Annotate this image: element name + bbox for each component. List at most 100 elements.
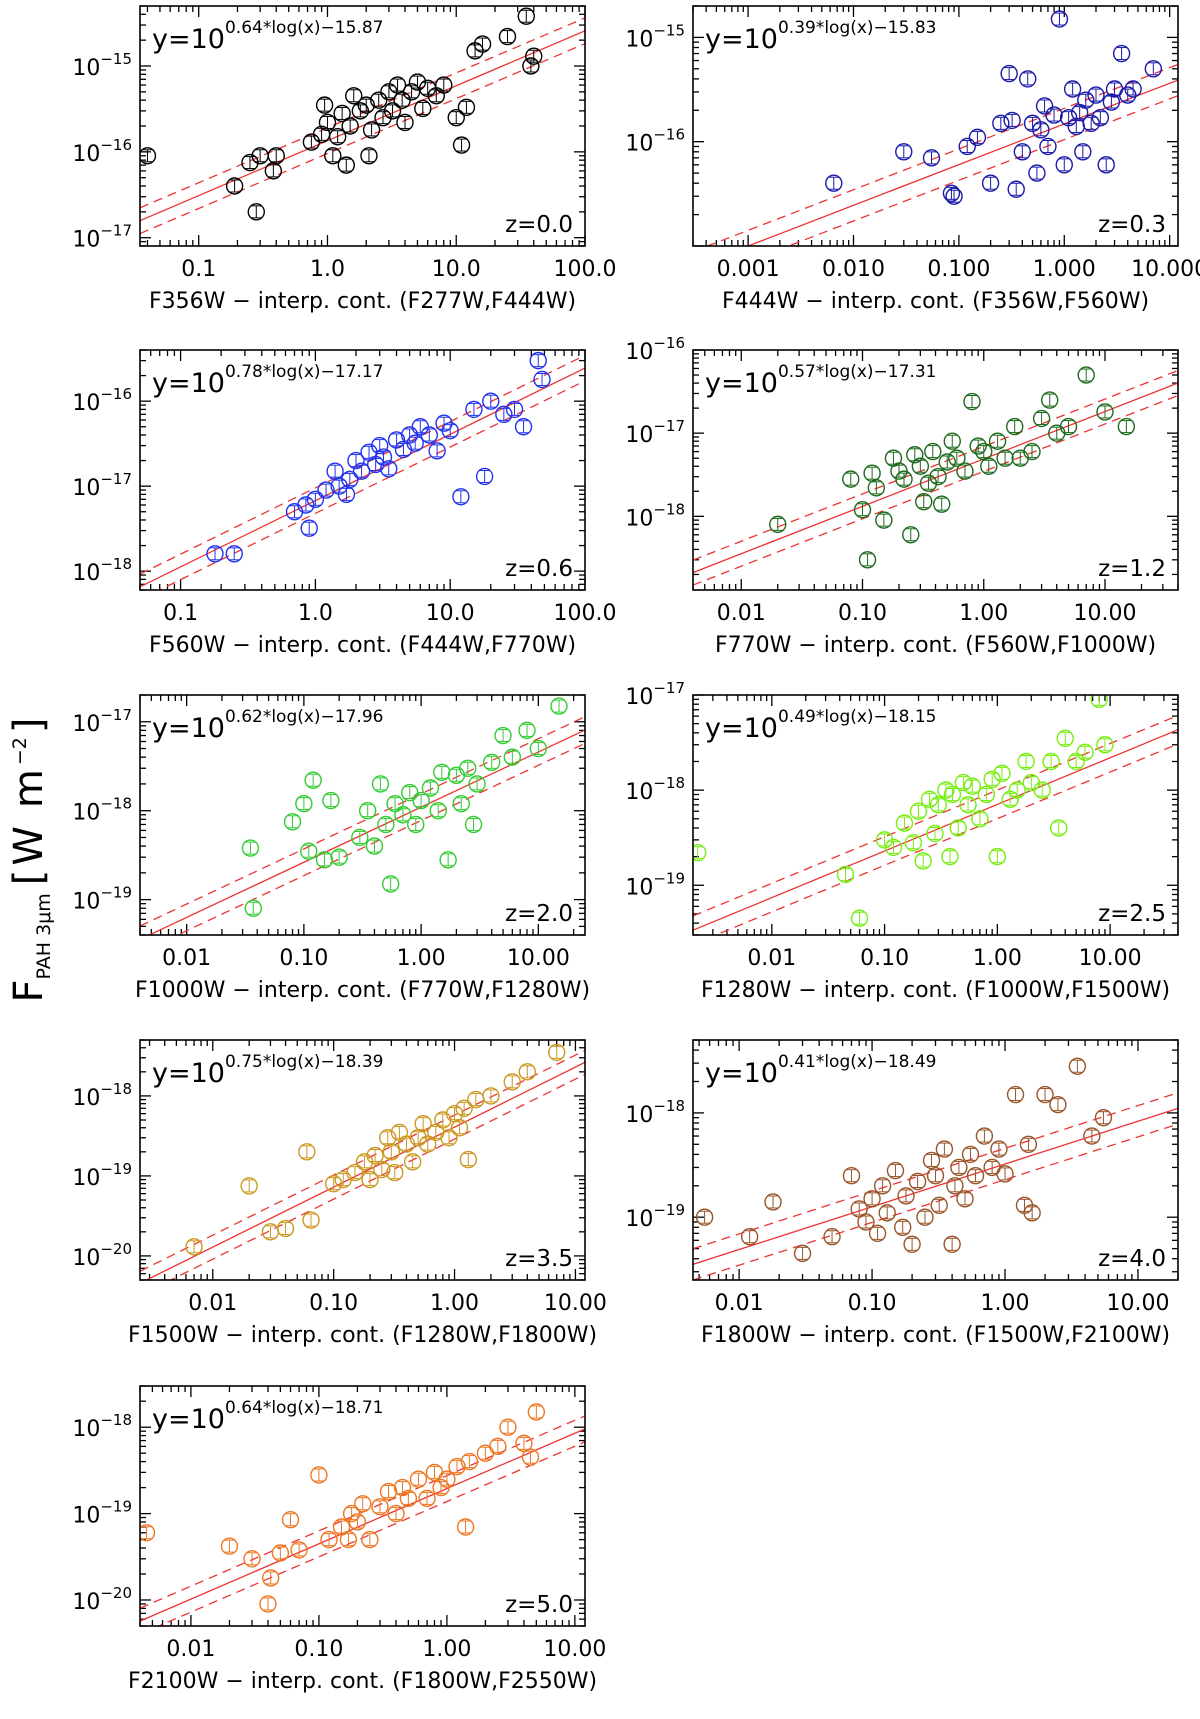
data-point (322, 791, 340, 810)
data-point-marker (968, 128, 987, 147)
data-point (943, 785, 962, 804)
data-point-marker (503, 1073, 521, 1091)
plot-frame (139, 694, 586, 936)
fit-line (140, 1428, 585, 1622)
data-point (1049, 819, 1068, 837)
data-point-marker (930, 1196, 948, 1215)
data-point (499, 1418, 517, 1436)
data-point (290, 1541, 308, 1559)
ylabel-units-w: W (6, 826, 52, 866)
data-point (460, 1452, 479, 1471)
data-point (225, 177, 244, 195)
data-point (550, 697, 568, 715)
x-tick-label: 0.01 (747, 946, 796, 971)
data-point (271, 1544, 290, 1562)
data-point-marker (435, 76, 453, 94)
x-tick-label: 1.00 (981, 1291, 1030, 1316)
data-point-marker (421, 779, 440, 797)
data-point-marker (341, 470, 359, 489)
data-point (259, 1595, 277, 1613)
data-point (945, 187, 963, 205)
x-tick-label: 0.01 (715, 1291, 764, 1316)
data-point-marker (271, 1544, 290, 1562)
data-point-marker (740, 1228, 759, 1246)
x-tick-label: 10.0 (432, 257, 481, 282)
data-point-marker (259, 1595, 277, 1613)
data-point (525, 47, 543, 65)
data-point-marker (924, 442, 942, 461)
data-point-marker (1094, 1108, 1113, 1127)
data-point-marker (963, 777, 982, 795)
data-point (489, 1437, 507, 1456)
ylabel-bracket-open: [ (6, 870, 52, 886)
x-tick-label: 1.00 (397, 946, 446, 971)
data-point-marker (244, 899, 262, 917)
x-tick-label: 0.1 (181, 257, 216, 282)
data-point (548, 1043, 566, 1062)
data-point-marker (240, 1177, 258, 1195)
redshift-label: z=1.2 (1098, 556, 1166, 582)
data-point (836, 865, 855, 884)
data-point-marker (429, 801, 447, 820)
data-point-marker (521, 1448, 540, 1466)
data-point (878, 1204, 896, 1222)
data-point (450, 1119, 469, 1137)
data-point (909, 802, 928, 820)
data-point-marker (456, 1518, 475, 1536)
data-point-marker (459, 1150, 478, 1169)
data-point-marker (550, 697, 568, 715)
data-point (858, 551, 877, 569)
data-point-marker (310, 1466, 328, 1484)
data-point (448, 1457, 466, 1476)
data-point (1008, 781, 1026, 799)
data-point-marker (241, 839, 260, 857)
x-tick-label: 100.0 (554, 257, 617, 282)
data-point-marker (1041, 391, 1059, 409)
data-point-marker (966, 1166, 985, 1185)
data-point-marker (1068, 1057, 1087, 1075)
data-point-marker (908, 1172, 927, 1191)
data-point-marker (522, 57, 540, 75)
x-tick-label: 10.00 (544, 1291, 607, 1316)
data-point-marker (358, 801, 377, 820)
data-point-marker (482, 1087, 500, 1105)
data-point (764, 1193, 782, 1211)
data-point (825, 174, 843, 192)
data-point (473, 35, 492, 53)
data-point (348, 1513, 367, 1531)
fit-upper-bound (705, 63, 1178, 246)
data-point (411, 418, 429, 436)
data-point-marker (1006, 417, 1024, 436)
data-point (1006, 417, 1024, 436)
data-point (324, 147, 342, 165)
y-tick-label: 10−18 (72, 1080, 132, 1111)
data-point (459, 759, 477, 777)
data-point (988, 847, 1007, 866)
data-point (1023, 442, 1041, 461)
data-point (915, 492, 933, 511)
data-point-marker (981, 174, 1000, 192)
data-point (241, 153, 259, 172)
data-point-marker (1032, 409, 1051, 428)
data-point-marker (140, 147, 157, 165)
y-tick-label: 10−17 (625, 679, 685, 710)
data-point-marker (439, 851, 457, 869)
data-point (361, 1530, 379, 1549)
data-point-marker (371, 436, 389, 455)
plot-frame (139, 1385, 586, 1627)
data-point (366, 1146, 384, 1165)
data-point-marker (895, 814, 914, 832)
data-point (992, 114, 1010, 133)
data-point (418, 1489, 436, 1508)
data-point (1019, 1135, 1038, 1154)
data-point (946, 1177, 964, 1195)
data-point (875, 511, 893, 529)
data-point-marker (926, 1166, 945, 1185)
data-point-marker (1008, 781, 1026, 799)
data-point-marker (276, 1219, 295, 1238)
data-point (414, 1114, 432, 1133)
data-point-marker (414, 99, 432, 118)
data-point (467, 1090, 485, 1109)
data-point-marker (919, 474, 938, 492)
data-point-marker (317, 481, 335, 499)
